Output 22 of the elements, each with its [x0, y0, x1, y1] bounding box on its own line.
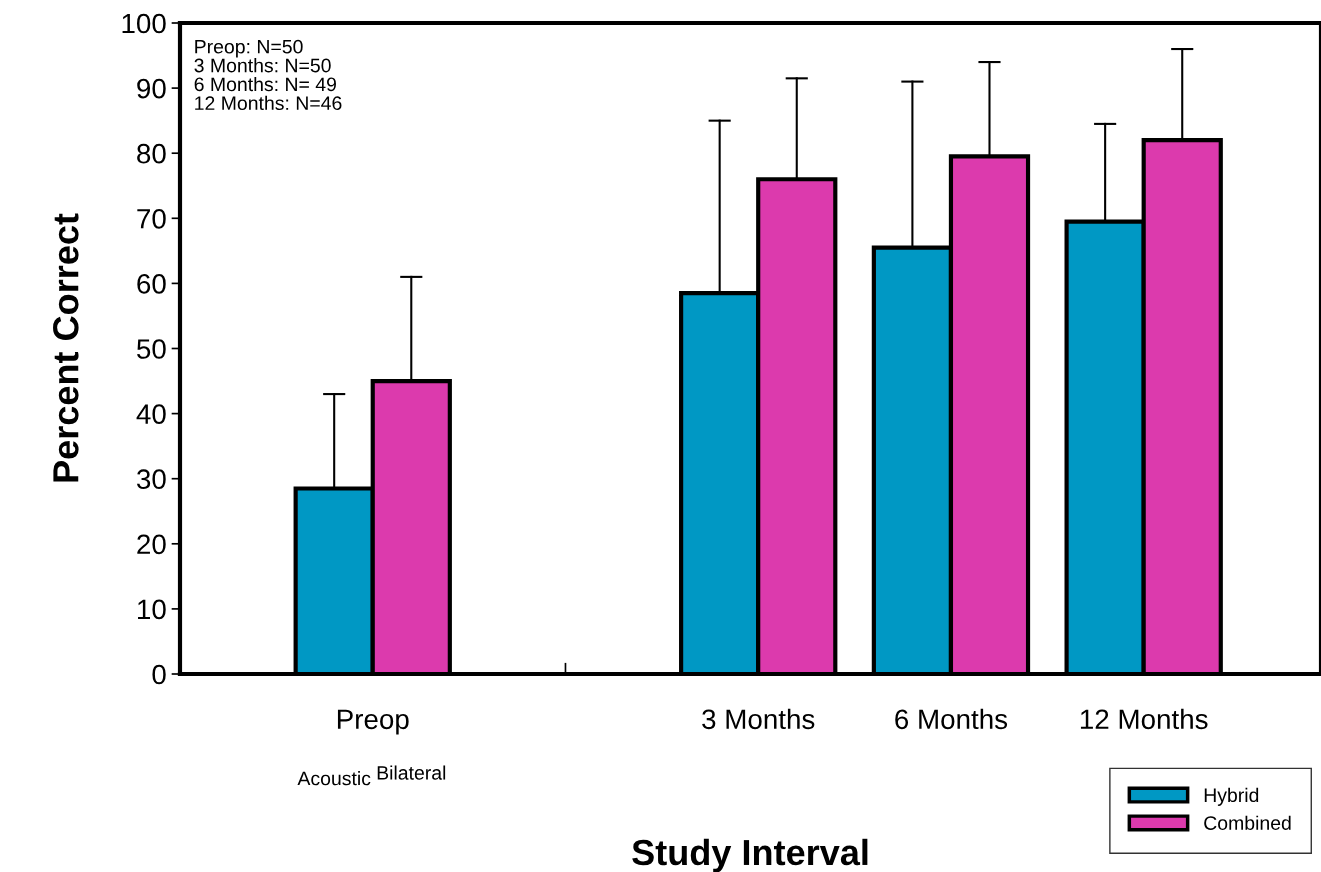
x-axis-title: Study Interval [632, 838, 868, 872]
text: Bilateral [377, 765, 446, 780]
legend-label: Combined [1204, 815, 1291, 830]
y-tick-label: 0 [152, 664, 166, 685]
text: Acoustic [297, 771, 371, 786]
legend-label: Hybrid [1204, 787, 1259, 806]
y-tick-label: 80 [137, 143, 166, 164]
annotation: Preop: N=50 3 Months: N=50 6 Months: N= 49 12 Months: N=46 [194, 39, 342, 111]
y-tick-label: 20 [137, 534, 166, 555]
y-axis-title: Percent Correct [53, 213, 79, 482]
y-tick-label: 30 [136, 469, 166, 490]
y-tick-label: 70 [137, 208, 166, 229]
y-tick-label: 60 [137, 274, 166, 294]
x-tick-label: 6 Months [895, 708, 1008, 730]
y-tick-label: 40 [136, 404, 166, 424]
x-tick-label: Preop [337, 709, 409, 735]
x-tick-label: 3 Months [702, 708, 815, 730]
y-tick-label: 50 [137, 339, 166, 359]
x-tick-label: 12 Months [1080, 708, 1208, 730]
y-tick-label: 90 [137, 78, 166, 99]
y-tick-label: 10 [138, 599, 166, 620]
y-tick-label: 100 [122, 13, 166, 34]
